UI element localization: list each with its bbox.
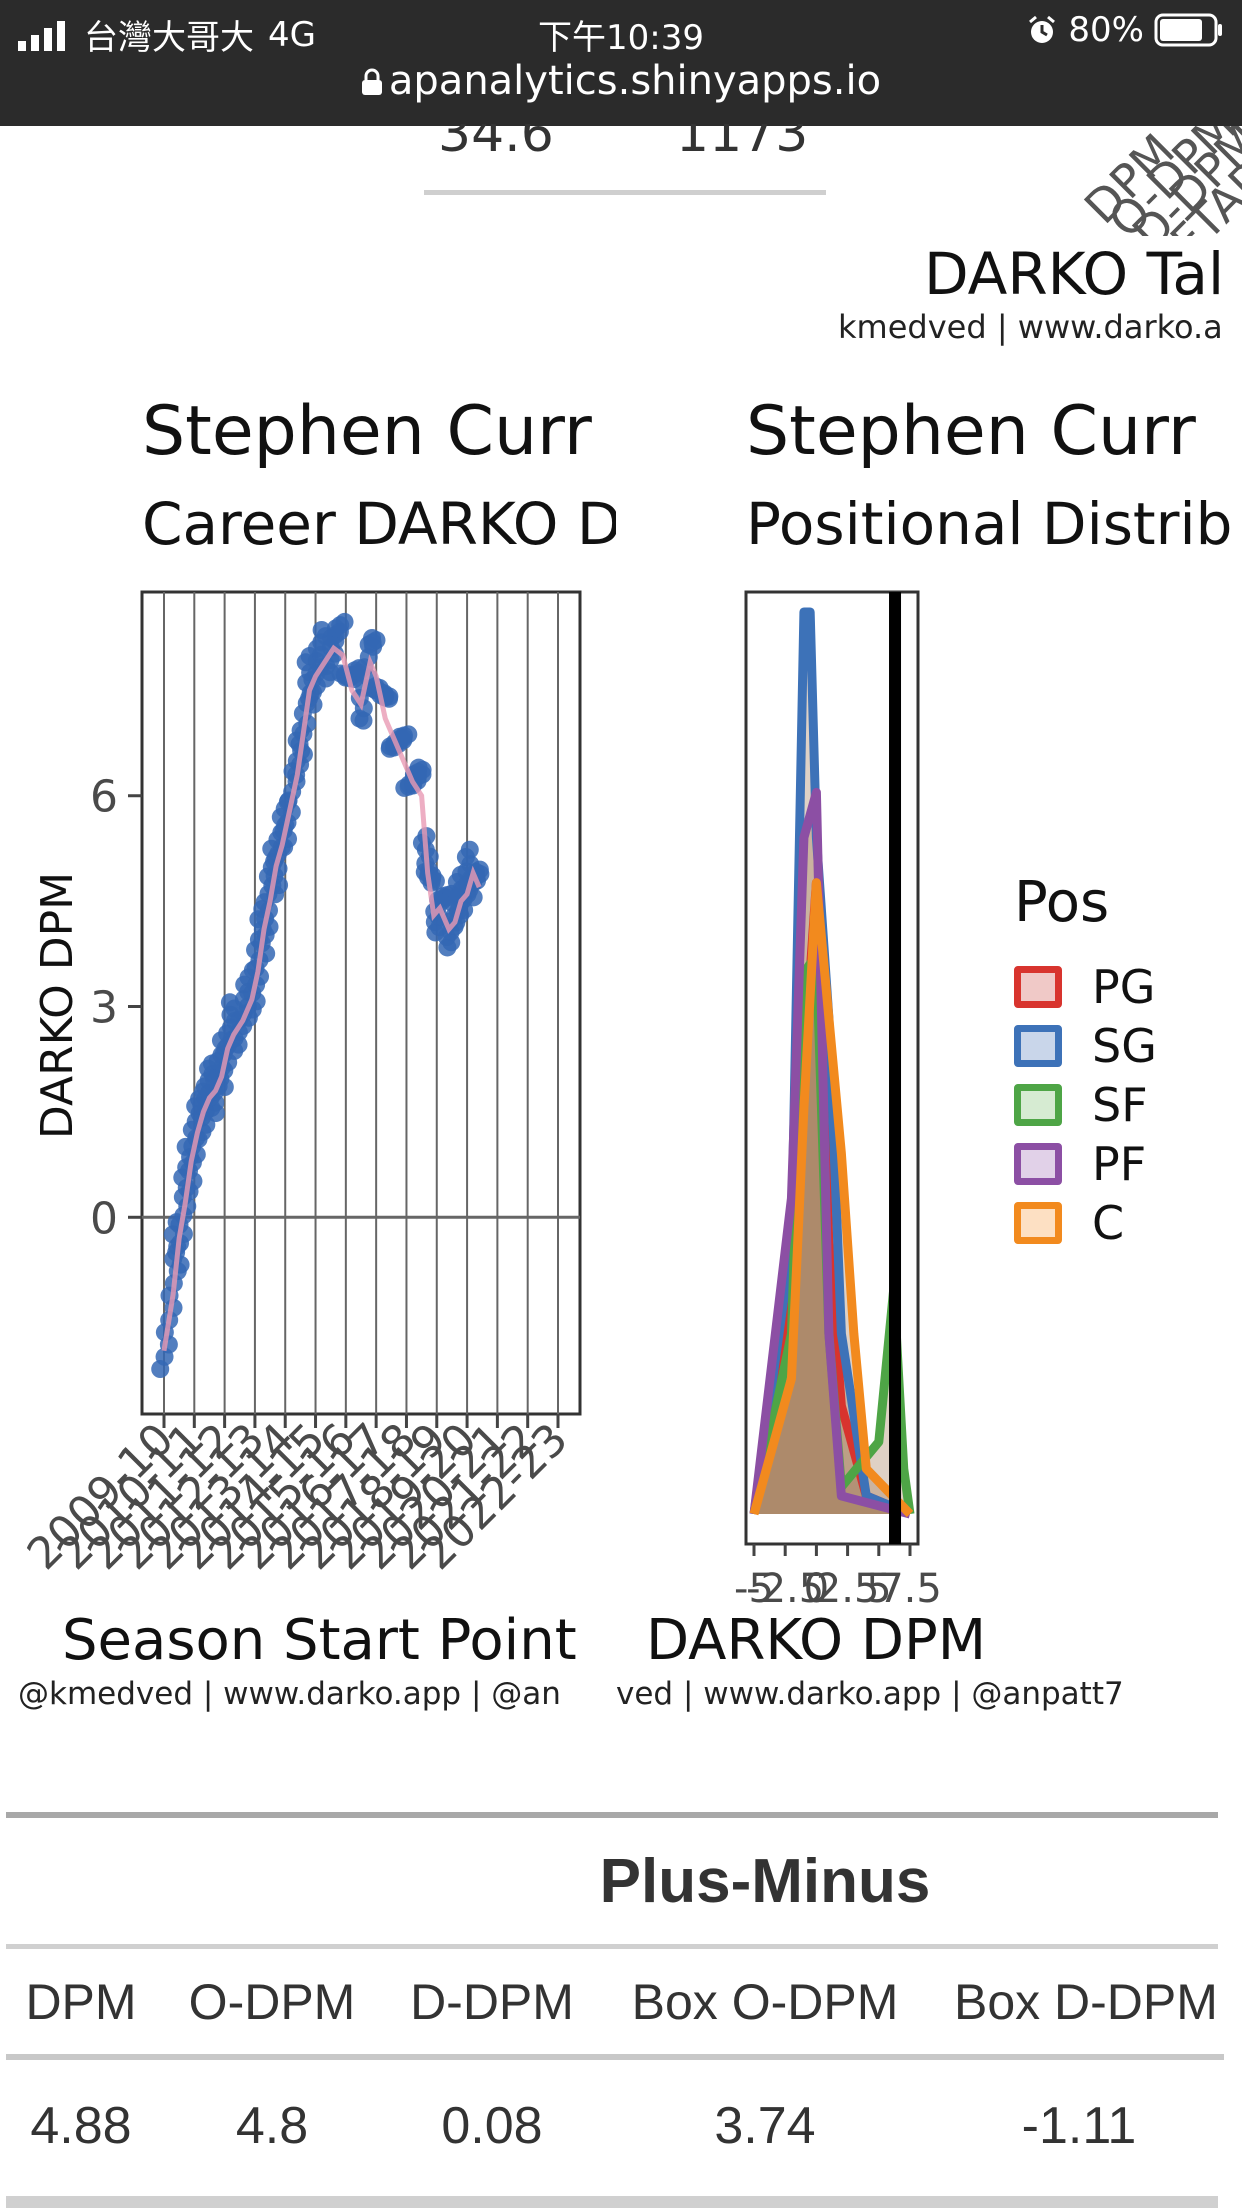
- network-type: 4G: [268, 14, 316, 55]
- data-point: [399, 725, 418, 744]
- cell-box-o-dpm: 3.74: [714, 2097, 816, 2155]
- x-tick-label: 0: [804, 1566, 829, 1612]
- distribution-plot-credit: ved | www.darko.app | @anpatt7: [616, 1676, 1124, 1712]
- distribution-plot-subtitle: Positional Distrib: [746, 490, 1233, 558]
- data-point: [363, 628, 382, 647]
- x-tick-label: 5: [866, 1566, 891, 1612]
- table-bottom-rule: [6, 2196, 1218, 2208]
- x-tick-label: 2.5: [816, 1566, 880, 1612]
- legend-item-pg: PG: [1014, 957, 1157, 1016]
- legend-label-pg: PG: [1092, 959, 1156, 1014]
- col-header-o-dpm: O-DPM: [188, 1974, 356, 2030]
- data-point: [413, 765, 432, 784]
- signal-icon: [18, 20, 65, 51]
- density-line-c: [749, 878, 914, 1518]
- y-tick-label: 3: [90, 983, 118, 1034]
- distribution-plot-xlabel: DARKO DPM: [646, 1608, 987, 1673]
- cell-box-d-dpm: -1.11: [1021, 2097, 1137, 2155]
- data-point: [460, 840, 479, 859]
- x-tick-label: 7.5: [878, 1566, 942, 1612]
- legend-label-sg: SG: [1092, 1018, 1157, 1073]
- alarm-icon: [1029, 15, 1056, 43]
- legend-key-pf: [1014, 1142, 1062, 1185]
- table-top-rule: [6, 1812, 1218, 1818]
- cell-d-dpm: 0.08: [441, 2097, 543, 2155]
- legend-key-sg: [1014, 1024, 1062, 1067]
- cell-dpm: 4.88: [30, 2097, 132, 2155]
- col-header-box-o-dpm: Box O-DPM: [631, 1974, 899, 2030]
- data-point: [335, 612, 354, 631]
- cell-o-dpm: 4.8: [235, 2097, 309, 2155]
- plus-minus-title: Plus-Minus: [599, 1847, 931, 1916]
- url-bar[interactable]: apanalytics.shinyapps.io: [0, 58, 1242, 104]
- plus-minus-table: DPM O-DPM D-DPM Box O-DPM Box D-DPM 4.88…: [6, 1950, 1242, 2192]
- distribution-density-chart: -5-2.502.557.5: [734, 590, 942, 1612]
- darko-table-title: DARKO Tal: [924, 240, 1225, 308]
- career-plot-xlabel: Season Start Point: [62, 1608, 577, 1673]
- legend-label-pf: PF: [1092, 1136, 1147, 1191]
- battery-info: 80%: [1026, 10, 1224, 50]
- url-text: apanalytics.shinyapps.io: [388, 58, 882, 104]
- top-value-left: 34.6: [438, 104, 554, 164]
- battery-icon: [1154, 13, 1222, 47]
- battery-percent: 80%: [1068, 10, 1144, 50]
- y-tick-label: 0: [90, 1193, 118, 1244]
- career-plot-subtitle: Career DARKO D: [142, 490, 616, 558]
- career-plot-credit: @kmedved | www.darko.app | @an: [18, 1676, 561, 1712]
- legend-item-sg: SG: [1014, 1016, 1157, 1075]
- table-row: 4.88 4.8 0.08 3.74 -1.11: [6, 2060, 1224, 2192]
- legend-title: Pos: [1014, 870, 1110, 935]
- x-tick-label: -2.5: [746, 1566, 824, 1612]
- top-divider: [424, 190, 826, 195]
- legend-item-sf: SF: [1014, 1075, 1157, 1134]
- distribution-plot: Stephen Curr Positional Distrib -5 -2.5 0 2…: [616, 380, 1242, 1740]
- darko-table-credit: kmedved | www.darko.a: [838, 308, 1223, 346]
- col-header-dpm: DPM: [25, 1974, 137, 2030]
- trend-line: [161, 644, 482, 1352]
- carrier-name: 台灣大哥大: [84, 18, 254, 58]
- x-tick-label: -5: [734, 1566, 774, 1612]
- legend-key-pg: [1014, 965, 1062, 1008]
- col-header-box-d-dpm: Box D-DPM: [954, 1974, 1218, 2030]
- carrier-info: 台灣大哥大 4G: [18, 10, 316, 59]
- legend-label-sf: SF: [1092, 1077, 1148, 1132]
- legend: Pos PG SG SF PF C: [1014, 870, 1157, 1252]
- legend-key-sf: [1014, 1083, 1062, 1126]
- col-header-d-dpm: D-DPM: [410, 1974, 574, 2030]
- legend-label-c: C: [1092, 1195, 1125, 1250]
- header-rule: [6, 2054, 1224, 2060]
- legend-item-pf: PF: [1014, 1134, 1157, 1193]
- distribution-plot-title: Stephen Curr: [746, 392, 1196, 471]
- browser-status-bar: 台灣大哥大 4G 下午10:39 80% apanalytics.shinyap…: [0, 0, 1242, 126]
- career-plot-title: Stephen Curr: [142, 392, 592, 471]
- clock: 下午10:39: [538, 18, 704, 58]
- legend-item-c: C: [1014, 1193, 1157, 1252]
- lock-icon: [361, 68, 382, 95]
- y-tick-label: 6: [90, 772, 118, 823]
- rotated-label-group: DPM O-DPM D-DPM FTARa: [1060, 126, 1242, 236]
- legend-key-c: [1014, 1201, 1062, 1244]
- density-line-pf: [749, 787, 912, 1519]
- title-rule: [6, 1944, 1218, 1949]
- top-value-right: 1173: [676, 104, 809, 164]
- data-point: [220, 993, 239, 1012]
- career-scatter-chart: 0362009-102010-112011-122012-132013-1420…: [18, 590, 582, 1580]
